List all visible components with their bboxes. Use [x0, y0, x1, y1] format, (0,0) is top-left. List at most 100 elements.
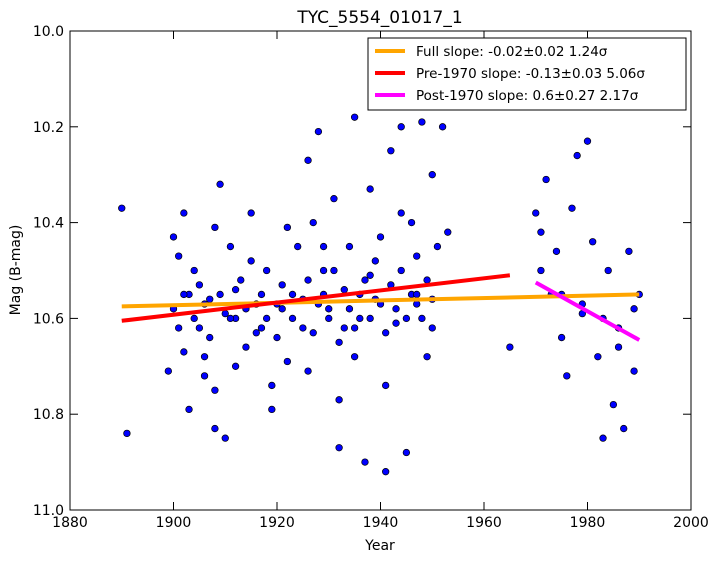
data-point [532, 209, 540, 217]
data-point [599, 434, 607, 442]
data-point [309, 329, 317, 337]
data-point [366, 271, 374, 279]
data-point [237, 276, 245, 284]
data-point [175, 324, 183, 332]
x-axis-label: Year [364, 538, 395, 554]
data-point [620, 424, 628, 433]
data-point [371, 257, 379, 265]
data-point [594, 353, 602, 361]
data-point [350, 113, 359, 121]
data-point [413, 252, 421, 260]
data-point [366, 185, 374, 193]
data-point [413, 290, 421, 299]
data-point [537, 266, 545, 275]
data-point [350, 324, 359, 332]
data-point [563, 372, 571, 380]
data-point [335, 444, 343, 452]
data-point [319, 242, 328, 251]
data-point [288, 314, 297, 323]
data-point [609, 400, 618, 409]
data-point [211, 386, 219, 394]
x-tick-label: 1960 [466, 515, 502, 531]
data-point [407, 218, 416, 227]
data-point [418, 314, 426, 323]
data-point [630, 367, 638, 375]
legend-label: Full slope: -0.02±0.02 1.24σ [416, 44, 608, 60]
data-point [387, 147, 395, 155]
fit-line [534, 280, 641, 342]
data-point [257, 290, 266, 299]
data-point [226, 314, 235, 323]
data-point [330, 266, 338, 275]
data-point [180, 209, 188, 217]
data-point [418, 118, 426, 126]
y-tick-label: 10.0 [33, 24, 64, 40]
legend-label: Pre-1970 slope: -0.13±0.03 5.06σ [416, 66, 645, 82]
data-point [252, 329, 260, 337]
plot-area [70, 31, 691, 510]
data-point [206, 333, 214, 342]
data-point [614, 343, 623, 351]
data-point [573, 151, 581, 160]
x-tick-label: 1880 [52, 515, 88, 531]
data-point [506, 343, 514, 351]
data-point [247, 209, 255, 217]
data-point [200, 372, 209, 380]
data-point [356, 314, 364, 323]
plot-frame [69, 30, 692, 511]
data-point [392, 305, 400, 313]
data-point [340, 324, 348, 332]
data-point [382, 329, 390, 337]
y-tick-label: 10.6 [33, 311, 64, 327]
y-axis-label: Mag (B-mag) [8, 225, 24, 316]
data-point [345, 242, 354, 251]
data-point [200, 353, 209, 361]
data-point [397, 123, 405, 131]
data-point [226, 242, 235, 251]
y-tick-label: 10.2 [33, 120, 64, 136]
data-point [325, 314, 333, 323]
data-point [340, 286, 348, 294]
data-point [268, 405, 276, 414]
data-point [283, 223, 292, 232]
data-point [169, 233, 178, 241]
data-point [206, 295, 214, 303]
data-point [211, 424, 219, 433]
data-point [283, 357, 292, 366]
data-point [242, 343, 250, 351]
data-point [299, 324, 307, 332]
data-point [221, 434, 229, 442]
data-point [583, 137, 592, 145]
data-point [216, 180, 224, 188]
data-point [263, 314, 271, 323]
data-point [428, 324, 436, 332]
data-point [118, 204, 126, 212]
data-point [247, 257, 255, 265]
data-point [376, 233, 385, 241]
data-point [309, 218, 317, 227]
data-point [630, 305, 638, 313]
x-tick-label: 1900 [156, 515, 192, 531]
data-point [402, 448, 411, 457]
y-tick-label: 10.8 [33, 407, 64, 423]
data-point [542, 175, 550, 184]
data-point [221, 309, 229, 318]
data-point [304, 367, 312, 375]
data-point [195, 281, 204, 289]
data-point [350, 353, 359, 361]
data-point [175, 252, 183, 260]
data-point [444, 228, 452, 236]
legend-label: Post-1970 slope: 0.6±0.27 2.17σ [416, 88, 639, 104]
data-point [557, 333, 566, 342]
data-point [211, 223, 219, 232]
data-point [366, 314, 374, 323]
data-point [268, 381, 276, 390]
data-point [304, 276, 312, 284]
data-point [625, 247, 633, 255]
data-point [335, 338, 343, 347]
data-point [361, 458, 369, 466]
data-point [433, 242, 442, 251]
data-point [190, 266, 198, 275]
data-point [428, 171, 436, 179]
data-point [382, 381, 390, 390]
